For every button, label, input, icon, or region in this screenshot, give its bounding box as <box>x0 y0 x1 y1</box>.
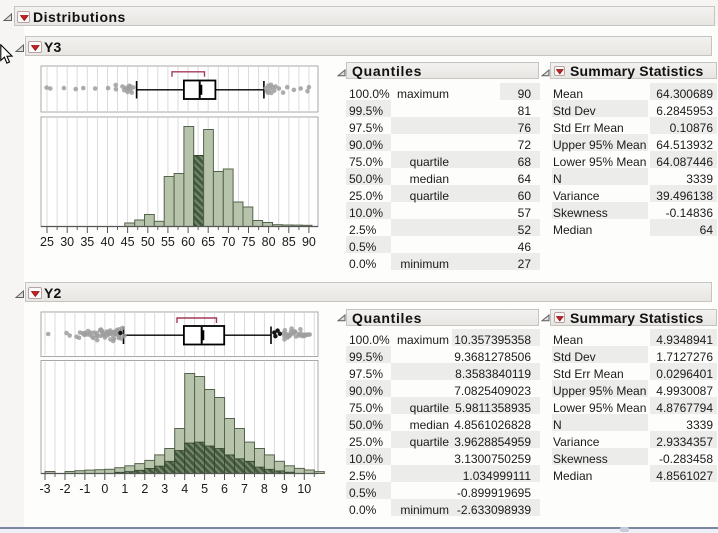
svg-text:25: 25 <box>40 235 54 249</box>
svg-text:10: 10 <box>297 482 311 496</box>
svg-text:9: 9 <box>281 482 288 496</box>
svg-text:70: 70 <box>221 235 235 249</box>
svg-text:7: 7 <box>241 482 248 496</box>
svg-text:35: 35 <box>80 235 94 249</box>
svg-text:80: 80 <box>262 235 276 249</box>
svg-text:3: 3 <box>161 482 168 496</box>
svg-text:-2: -2 <box>59 482 70 496</box>
svg-text:30: 30 <box>60 235 74 249</box>
svg-text:90: 90 <box>302 235 316 249</box>
svg-text:75: 75 <box>242 235 256 249</box>
svg-text:60: 60 <box>181 235 195 249</box>
svg-text:85: 85 <box>282 235 296 249</box>
svg-text:8: 8 <box>261 482 268 496</box>
svg-text:55: 55 <box>161 235 175 249</box>
svg-text:4: 4 <box>181 482 188 496</box>
svg-text:5: 5 <box>201 482 208 496</box>
svg-text:0: 0 <box>101 482 108 496</box>
svg-text:-1: -1 <box>79 482 90 496</box>
svg-text:2: 2 <box>141 482 148 496</box>
svg-text:50: 50 <box>141 235 155 249</box>
svg-text:6: 6 <box>221 482 228 496</box>
svg-text:1: 1 <box>121 482 128 496</box>
svg-text:45: 45 <box>121 235 135 249</box>
svg-text:65: 65 <box>201 235 215 249</box>
svg-text:-3: -3 <box>39 482 50 496</box>
svg-text:40: 40 <box>101 235 115 249</box>
